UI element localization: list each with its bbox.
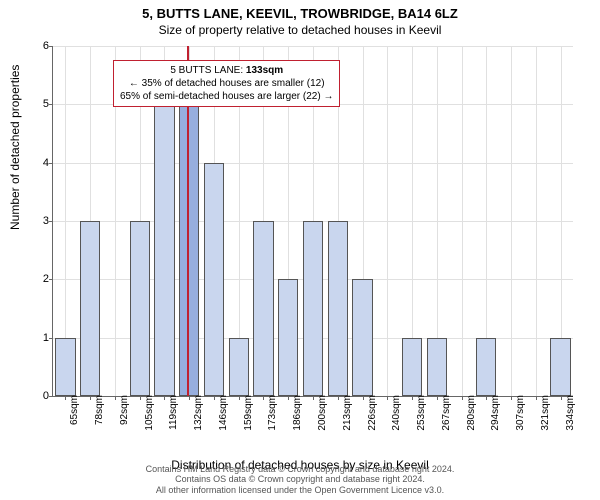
x-tick-label: 119sqm [168,395,179,430]
y-tick-label: 5 [33,98,49,110]
x-tick-mark [214,396,215,400]
x-tick-label: 200sqm [317,395,328,431]
x-tick-mark [561,396,562,400]
attribution-line: All other information licensed under the… [156,485,444,495]
y-tick-mark [49,104,53,105]
bar [154,104,174,396]
bar [328,221,348,396]
x-tick-mark [140,396,141,400]
x-tick-label: 267sqm [441,395,452,431]
y-tick-label: 1 [33,332,49,344]
x-tick-label: 132sqm [193,395,204,431]
gridline [462,46,463,396]
x-tick-mark [115,396,116,400]
x-tick-mark [65,396,66,400]
gridline [511,46,512,396]
bar [80,221,100,396]
y-tick-mark [49,396,53,397]
x-tick-mark [437,396,438,400]
x-tick-mark [288,396,289,400]
x-tick-label: 213sqm [342,395,353,431]
y-tick-mark [49,338,53,339]
x-tick-mark [338,396,339,400]
attribution: Contains HM Land Registry data © Crown c… [0,464,600,496]
x-tick-mark [486,396,487,400]
chart-subtitle: Size of property relative to detached ho… [0,23,600,37]
y-tick-label: 2 [33,273,49,285]
attribution-line: Contains HM Land Registry data © Crown c… [146,464,455,474]
callout-line: 5 BUTTS LANE: 133sqm [170,65,283,76]
bar [476,338,496,396]
bar [550,338,570,396]
bar [130,221,150,396]
callout-line: 65% of semi-detached houses are larger (… [120,91,333,102]
bar [253,221,273,396]
chart-container: 5, BUTTS LANE, KEEVIL, TROWBRIDGE, BA14 … [0,0,600,500]
bar [303,221,323,396]
x-tick-label: 105sqm [144,395,155,431]
x-tick-label: 334sqm [565,395,576,431]
x-tick-mark [239,396,240,400]
x-tick-label: 226sqm [367,395,378,431]
chart-title: 5, BUTTS LANE, KEEVIL, TROWBRIDGE, BA14 … [0,0,600,21]
y-tick-mark [49,221,53,222]
x-tick-mark [363,396,364,400]
x-tick-mark [387,396,388,400]
callout-box: 5 BUTTS LANE: 133sqm ← 35% of detached ho… [113,60,340,107]
x-tick-mark [511,396,512,400]
x-tick-label: 307sqm [515,395,526,431]
bar [427,338,447,396]
x-tick-mark [189,396,190,400]
attribution-line: Contains OS data © Crown copyright and d… [175,474,425,484]
y-tick-label: 4 [33,157,49,169]
bar [55,338,75,396]
x-tick-mark [263,396,264,400]
x-tick-label: 280sqm [466,395,477,431]
y-axis-label: Number of detached properties [8,65,22,230]
x-tick-label: 253sqm [416,395,427,431]
x-tick-label: 92sqm [119,395,130,425]
x-tick-label: 78sqm [94,395,105,425]
x-tick-mark [164,396,165,400]
x-tick-mark [536,396,537,400]
y-tick-mark [49,163,53,164]
bar [229,338,249,396]
gridline [387,46,388,396]
bar [204,163,224,396]
x-tick-mark [462,396,463,400]
y-tick-mark [49,279,53,280]
x-tick-label: 65sqm [69,395,80,425]
x-tick-label: 240sqm [391,395,402,431]
x-tick-label: 159sqm [243,395,254,431]
x-tick-mark [412,396,413,400]
x-tick-label: 186sqm [292,395,303,431]
bar [179,104,199,396]
plot-area: 012345665sqm78sqm92sqm105sqm119sqm132sqm… [52,46,573,397]
bar [278,279,298,396]
y-tick-mark [49,46,53,47]
x-tick-label: 321sqm [540,395,551,431]
x-tick-mark [313,396,314,400]
gridline [536,46,537,396]
x-tick-label: 294sqm [490,395,501,431]
y-tick-label: 6 [33,40,49,52]
callout-line: ← 35% of detached houses are smaller (12… [129,78,325,89]
bar [352,279,372,396]
x-tick-mark [90,396,91,400]
bar [402,338,422,396]
x-tick-label: 146sqm [218,395,229,431]
y-tick-label: 0 [33,390,49,402]
y-tick-label: 3 [33,215,49,227]
x-tick-label: 173sqm [267,395,278,431]
